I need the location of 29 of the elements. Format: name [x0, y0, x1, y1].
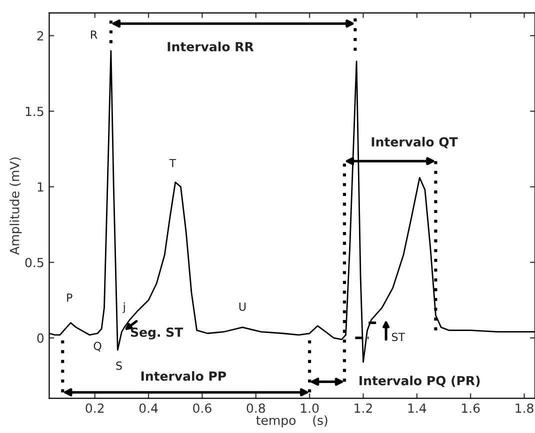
x-tick-label: 0.8 — [246, 403, 265, 413]
y-tick-label: 0.5 — [25, 258, 44, 268]
annotation: j — [122, 302, 125, 314]
x-tick-label: 0.4 — [139, 403, 158, 413]
y-tick-label: 1 — [38, 182, 44, 192]
x-tick-label: 1.4 — [408, 404, 426, 413]
annotation: P — [67, 294, 72, 302]
annotation: ST — [392, 332, 406, 342]
y-axis-title: Amplitude (mV) — [10, 157, 22, 255]
y-tick-label: 1.5 — [26, 106, 44, 116]
annotation: Intervalo PP — [141, 371, 226, 381]
annotation: Q — [94, 342, 102, 352]
annotation: Intervalo PQ (PR) — [360, 376, 480, 388]
annotation: Intervalo RR — [168, 42, 254, 52]
x-tick-label: 1.8 — [516, 403, 534, 413]
x-tick-label: 0.2 — [86, 403, 104, 413]
x-axis-title: tempo (s) — [256, 415, 328, 428]
y-tick-label: 0 — [37, 333, 44, 343]
x-tick-label: 1.6 — [462, 403, 480, 413]
y-tick-label: 2 — [37, 31, 44, 40]
annotation: S — [116, 361, 122, 370]
annotation: T — [169, 159, 176, 168]
x-tick-label: 1.2 — [354, 403, 372, 413]
annotation: R — [91, 30, 98, 39]
annotation: Intervalo QT — [372, 136, 458, 148]
x-tick-label: 0.6 — [193, 403, 212, 413]
x-tick-label: 1.0 — [300, 403, 319, 413]
annotation: Seg. ST — [130, 327, 184, 340]
annotation: U — [239, 302, 246, 311]
